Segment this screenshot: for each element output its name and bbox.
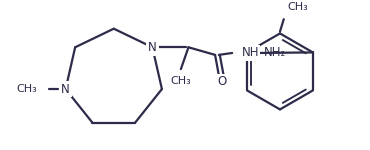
Text: NH₂: NH₂	[264, 46, 286, 59]
Text: O: O	[217, 75, 226, 88]
Text: CH₃: CH₃	[287, 2, 308, 12]
Text: NH: NH	[242, 46, 259, 60]
Text: CH₃: CH₃	[16, 84, 37, 94]
Text: N: N	[148, 41, 157, 54]
Text: N: N	[61, 82, 70, 96]
Text: CH₃: CH₃	[171, 76, 191, 86]
